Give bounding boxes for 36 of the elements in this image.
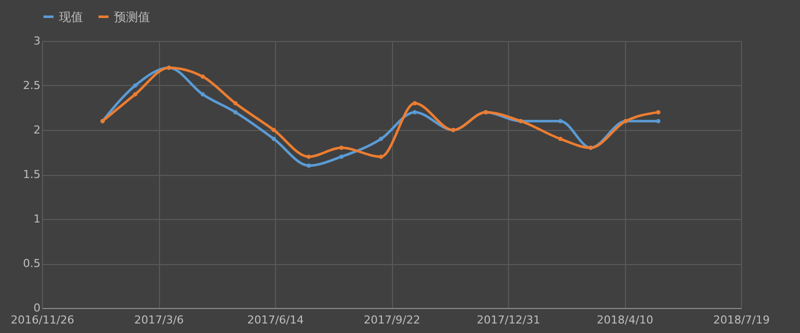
point [306, 163, 311, 168]
point [339, 154, 344, 159]
y-tick-label: 1 [34, 212, 40, 226]
point [133, 83, 138, 88]
y-tick-label: 1.5 [23, 168, 40, 181]
point [133, 92, 138, 97]
point [412, 110, 417, 114]
point [272, 136, 276, 142]
y-tick-label: 0.5 [23, 257, 40, 270]
point [656, 110, 660, 114]
legend-label: 现值 [59, 10, 83, 24]
y-tick-label: 2.5 [23, 79, 40, 92]
point [200, 74, 205, 79]
point [306, 154, 311, 159]
x-tick-label: 2017/9/22 [364, 314, 420, 326]
point [378, 154, 384, 159]
legend-label: 预测值 [114, 10, 150, 24]
y-tick-label: 3 [34, 34, 40, 48]
point [200, 92, 205, 97]
x-tick-label: 2017/3/6 [134, 314, 184, 326]
y-tick-label: 0 [34, 302, 40, 314]
x-tick-label: 2017/6/14 [247, 314, 304, 326]
y-tick-label: 2 [34, 124, 40, 136]
point [233, 101, 238, 106]
point [558, 118, 563, 124]
x-tick-label: 2018/7/19 [713, 314, 770, 326]
point [558, 136, 563, 142]
point [412, 101, 417, 106]
point [233, 110, 238, 114]
point [378, 136, 384, 142]
point [656, 118, 660, 124]
point [339, 146, 344, 150]
x-tick-label: 2016/11/26 [10, 314, 74, 326]
point [272, 128, 276, 132]
x-tick-label: 2018/4/10 [596, 314, 654, 326]
x-tick-label: 2017/12/31 [476, 314, 540, 326]
